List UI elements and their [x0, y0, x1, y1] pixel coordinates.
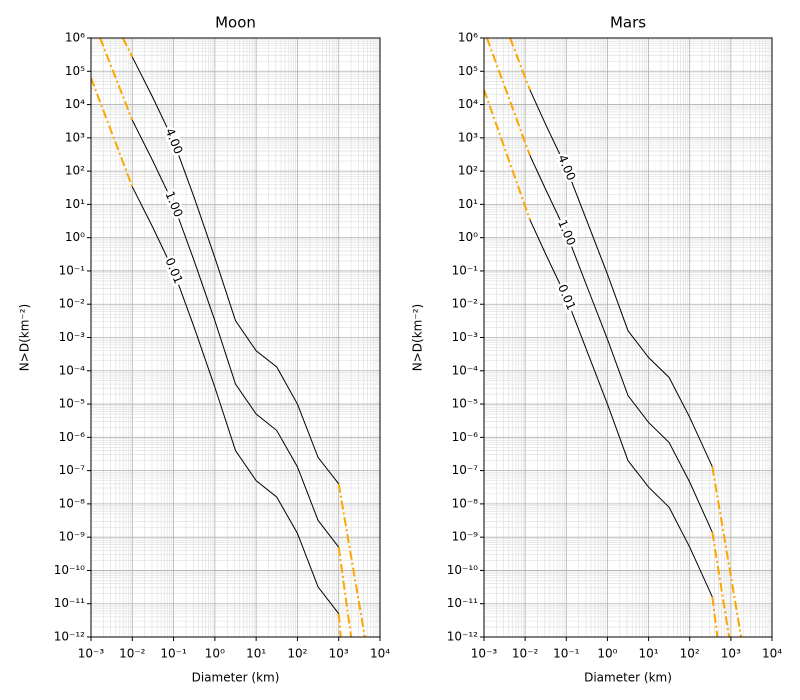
y-tick-label: 10⁻⁶	[452, 430, 479, 444]
y-tick-label: 10⁻⁷	[452, 463, 479, 477]
y-tick-label: 10⁻¹²	[447, 630, 478, 644]
y-tick-label: 10⁰	[65, 230, 85, 244]
chart-title: Mars	[610, 14, 646, 32]
y-tick-label: 10⁻¹²	[54, 630, 85, 644]
y-tick-label: 10⁰	[458, 230, 478, 244]
y-tick-label: 10⁶	[458, 31, 478, 45]
y-tick-label: 10⁻¹	[452, 263, 479, 277]
series-line	[509, 38, 531, 91]
x-tick-label: 10⁰	[205, 647, 225, 661]
y-tick-label: 10²	[65, 164, 85, 178]
y-axis-label: N>D(km⁻²)	[411, 304, 425, 371]
series-line	[91, 77, 134, 188]
series-line	[529, 155, 713, 533]
x-tick-label: 10⁻³	[78, 647, 105, 661]
y-tick-label: 10⁵	[65, 64, 85, 78]
series-line	[99, 38, 134, 121]
series-line	[131, 186, 340, 615]
x-tick-label: 10¹	[246, 647, 266, 661]
series-line	[486, 38, 531, 156]
x-tick-label: 10³	[721, 647, 741, 661]
series-line	[484, 89, 531, 220]
x-tick-label: 10⁰	[597, 647, 617, 661]
y-tick-label: 10⁻⁷	[59, 463, 86, 477]
axes-frame	[90, 37, 381, 638]
y-tick-label: 10⁻⁸	[59, 496, 86, 510]
series-line	[337, 613, 342, 637]
series-line	[711, 532, 731, 637]
y-tick-label: 10⁻⁶	[59, 430, 86, 444]
y-tick-label: 10⁻³	[452, 330, 479, 344]
contour-label: 0.01	[555, 282, 578, 312]
y-tick-label: 10³	[65, 130, 85, 144]
y-tick-label: 10⁵	[458, 64, 478, 78]
y-tick-label: 10¹	[65, 197, 85, 211]
x-tick-label: 10⁻¹	[160, 647, 187, 661]
x-axis-label: Diameter (km)	[192, 671, 280, 685]
x-tick-label: 10¹	[639, 647, 659, 661]
x-tick-label: 10⁻²	[512, 647, 539, 661]
x-tick-label: 10²	[680, 647, 700, 661]
y-tick-label: 10⁻⁵	[452, 397, 479, 411]
x-tick-label: 10⁻¹	[553, 647, 580, 661]
series-line	[529, 89, 713, 468]
y-tick-label: 10⁻¹¹	[447, 596, 478, 610]
y-tick-label: 10⁻⁸	[452, 496, 479, 510]
y-tick-label: 10⁻²	[59, 297, 86, 311]
y-tick-label: 10¹	[458, 197, 478, 211]
series-line	[131, 56, 340, 485]
plot: 10⁻³ 10⁻² 10⁻¹ 10⁰ 10¹ 10² 10³ 10⁴ 10⁶ 10⁵ 10⁴ 10³ 1…	[411, 14, 783, 685]
y-tick-label: 10⁻⁴	[59, 363, 86, 377]
y-tick-label: 10⁻¹	[59, 263, 86, 277]
y-tick-label: 10⁻⁵	[59, 397, 86, 411]
series-line	[337, 483, 366, 637]
series-line	[711, 596, 719, 637]
series-line	[529, 219, 713, 598]
y-tick-label: 10⁻⁴	[452, 363, 479, 377]
x-tick-label: 10⁻³	[471, 647, 498, 661]
x-tick-label: 10⁻²	[119, 647, 146, 661]
y-tick-label: 10⁻¹⁰	[54, 563, 85, 577]
contour-label: 4.00	[555, 153, 578, 183]
x-axis-label: Diameter (km)	[584, 671, 672, 685]
series-line	[711, 466, 743, 637]
y-tick-label: 10⁴	[65, 97, 85, 111]
chart-title: Moon	[215, 14, 256, 32]
series-line	[131, 119, 340, 548]
x-tick-label: 10⁴	[370, 647, 390, 661]
y-tick-label: 10⁶	[65, 31, 85, 45]
series-line	[121, 38, 134, 58]
plot: 10⁻³ 10⁻² 10⁻¹ 10⁰ 10¹ 10² 10³ 10⁴ 10⁶ 10⁵ 10⁴ 10³ 1…	[18, 14, 391, 685]
x-tick-label: 10²	[287, 647, 307, 661]
y-tick-label: 10⁻²	[452, 297, 479, 311]
axes-frame	[483, 37, 773, 638]
y-tick-label: 10²	[458, 164, 478, 178]
y-axis-label: N>D(km⁻²)	[18, 304, 32, 371]
y-tick-label: 10⁻⁹	[59, 530, 86, 544]
x-tick-label: 10³	[329, 647, 349, 661]
y-tick-label: 10⁻⁹	[452, 530, 479, 544]
y-tick-label: 10⁻³	[59, 330, 86, 344]
x-tick-label: 10⁴	[762, 647, 782, 661]
y-tick-label: 10⁻¹⁰	[447, 563, 478, 577]
series-line	[337, 547, 353, 637]
y-tick-label: 10⁴	[458, 97, 478, 111]
y-tick-label: 10³	[458, 130, 478, 144]
y-tick-label: 10⁻¹¹	[54, 596, 85, 610]
